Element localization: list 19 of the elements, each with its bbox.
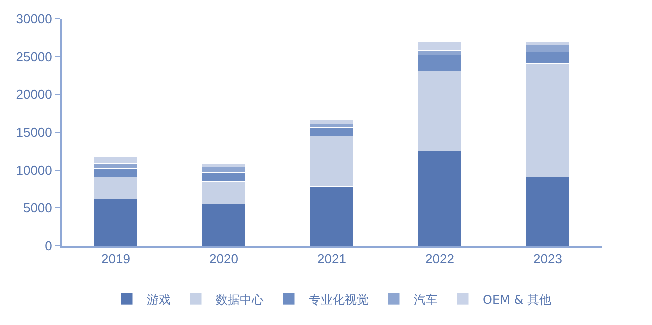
x-tick-label: 2023 [534,252,562,267]
y-tick-label: 25000 [16,49,52,64]
bar [418,42,462,52]
legend-label: 专业化视觉 [309,292,369,307]
x-tick-label: 2020 [210,252,238,267]
y-tick-label: 20000 [16,87,52,102]
legend-label: OEM & 其他 [483,292,552,307]
legend-label: 汽车 [414,292,438,307]
bar [310,119,354,124]
legend-label: 数据中心 [216,292,264,307]
x-tick-label: 2019 [102,252,130,267]
y-tick-label: 15000 [16,125,52,140]
x-tick-label: 2021 [318,252,346,267]
y-tick-label: 5000 [23,200,52,216]
y-tick-label: 10000 [16,162,52,178]
legend-label: 游戏 [147,292,171,307]
x-tick-label: 2022 [426,252,454,267]
y-tick-label: 30000 [16,12,52,27]
y-tick-label: 0 [45,238,52,254]
